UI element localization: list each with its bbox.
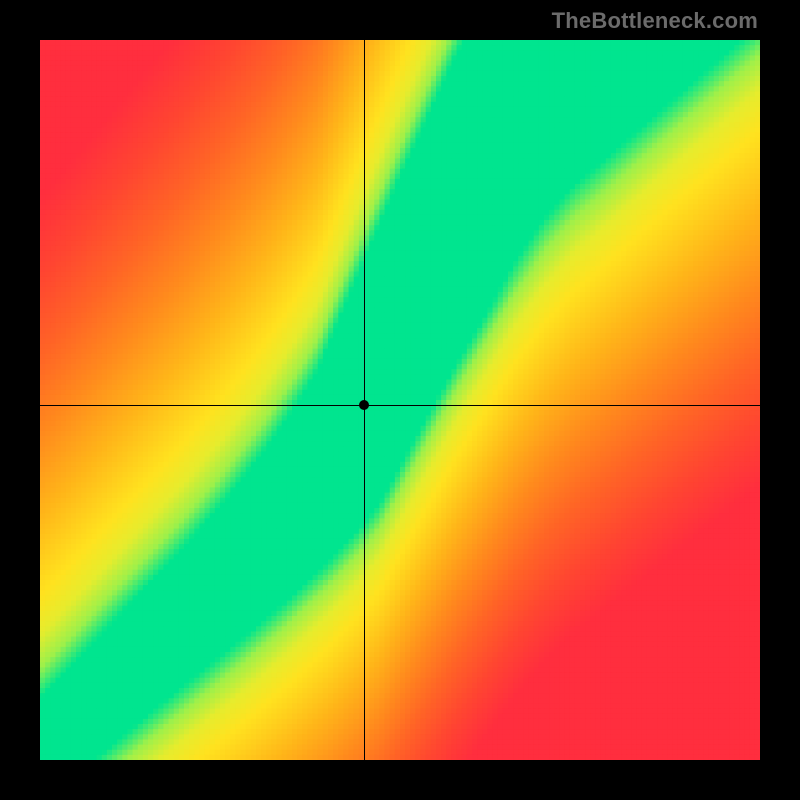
watermark-text: TheBottleneck.com bbox=[552, 8, 758, 34]
chart-container: TheBottleneck.com bbox=[0, 0, 800, 800]
heatmap-canvas bbox=[40, 40, 760, 760]
crosshair-horizontal bbox=[40, 405, 760, 406]
plot-area bbox=[40, 40, 760, 760]
marker-dot bbox=[359, 400, 369, 410]
